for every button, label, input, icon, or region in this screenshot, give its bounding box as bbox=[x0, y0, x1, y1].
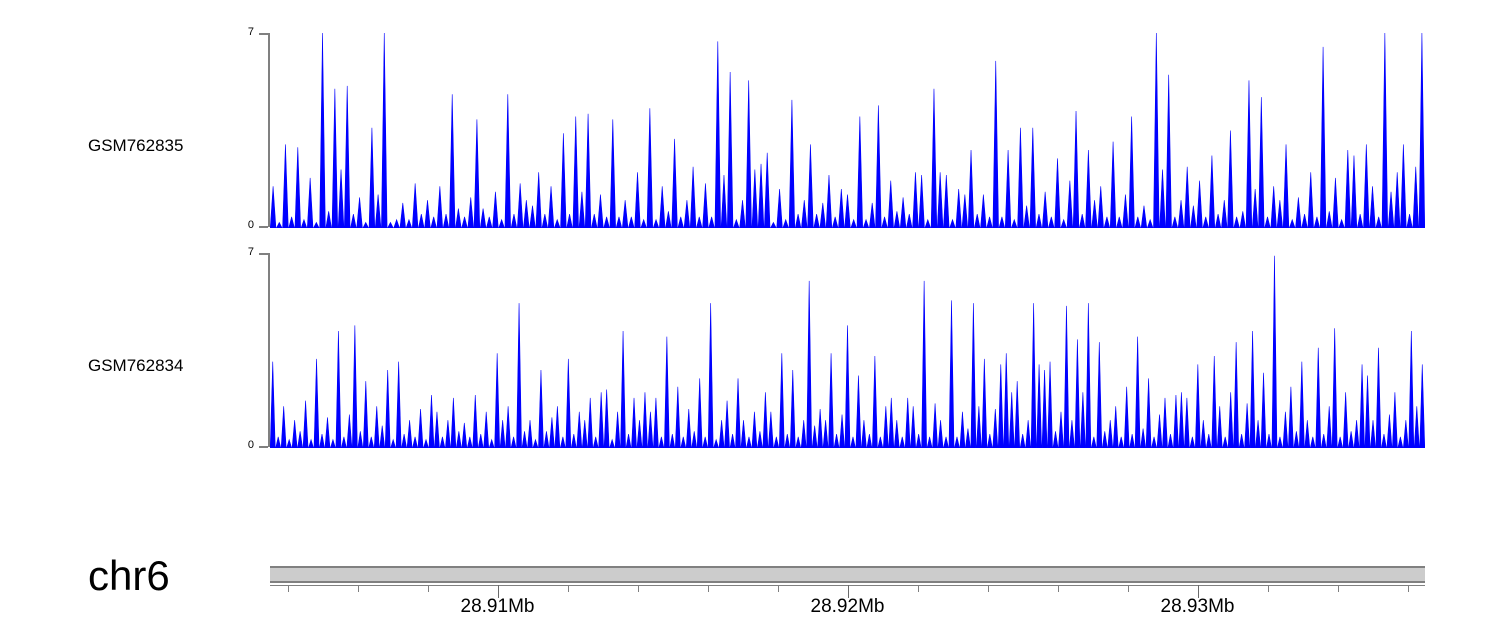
y-axis-min-label-1: 0 bbox=[247, 439, 254, 451]
signal-polygon bbox=[270, 33, 1425, 228]
track-0-y-axis: 7 0 bbox=[0, 26, 1500, 234]
coordinate-tick-minor bbox=[917, 585, 919, 592]
coordinate-tick-minor bbox=[987, 585, 989, 592]
signal-plot-gsm762835[interactable] bbox=[270, 33, 1425, 228]
coordinate-tick-minor bbox=[1057, 585, 1059, 592]
y-axis-max-label-1: 7 bbox=[247, 246, 254, 258]
signal-area-GSM762835 bbox=[270, 33, 1425, 228]
coordinate-tick-label-1: 28.92Mb bbox=[810, 596, 885, 617]
coordinate-tick-minor bbox=[777, 585, 779, 592]
y-axis-top-tick-1 bbox=[259, 253, 268, 255]
track-1-y-axis: 7 0 bbox=[0, 246, 1500, 454]
y-axis-top-tick-0 bbox=[259, 33, 268, 35]
coordinate-tick-minor bbox=[707, 585, 709, 592]
coordinate-tick-minor bbox=[1337, 585, 1339, 592]
coordinate-tick-minor bbox=[637, 585, 639, 592]
coordinate-tick-minor bbox=[357, 585, 359, 592]
chromosome-label: chr6 bbox=[88, 552, 170, 599]
track-gsm762834: GSM762834 7 0 bbox=[0, 246, 1500, 454]
coordinate-tick-minor bbox=[287, 585, 289, 592]
y-axis-bottom-tick-0 bbox=[259, 226, 268, 228]
signal-area-GSM762834 bbox=[270, 255, 1425, 448]
signal-polygon bbox=[270, 255, 1425, 448]
coordinate-tick-minor bbox=[1407, 585, 1409, 592]
y-axis-bottom-tick-1 bbox=[259, 446, 268, 448]
track-label-gsm762834: GSM762834 bbox=[88, 356, 184, 375]
signal-plot-gsm762834[interactable] bbox=[270, 253, 1425, 448]
ideogram-bar[interactable] bbox=[270, 566, 1425, 583]
y-axis-line-0 bbox=[268, 33, 270, 227]
coordinate-tick-major bbox=[847, 585, 849, 598]
coordinate-tick-minor bbox=[1267, 585, 1269, 592]
track-gsm762835: GSM762835 7 0 bbox=[0, 26, 1500, 234]
track-label-gsm762835: GSM762835 bbox=[88, 136, 184, 155]
y-axis-min-label-0: 0 bbox=[247, 219, 254, 231]
coordinate-tick-minor bbox=[427, 585, 429, 592]
coordinate-tick-minor bbox=[567, 585, 569, 592]
y-axis-max-label-0: 7 bbox=[247, 26, 254, 38]
y-axis-line-1 bbox=[268, 253, 270, 447]
coordinate-tick-major bbox=[1197, 585, 1199, 598]
coordinate-tick-minor bbox=[1127, 585, 1129, 592]
coordinate-tick-label-2: 28.93Mb bbox=[1160, 596, 1235, 617]
coordinate-tick-label-0: 28.91Mb bbox=[460, 596, 535, 617]
coordinate-tick-major bbox=[497, 585, 499, 598]
